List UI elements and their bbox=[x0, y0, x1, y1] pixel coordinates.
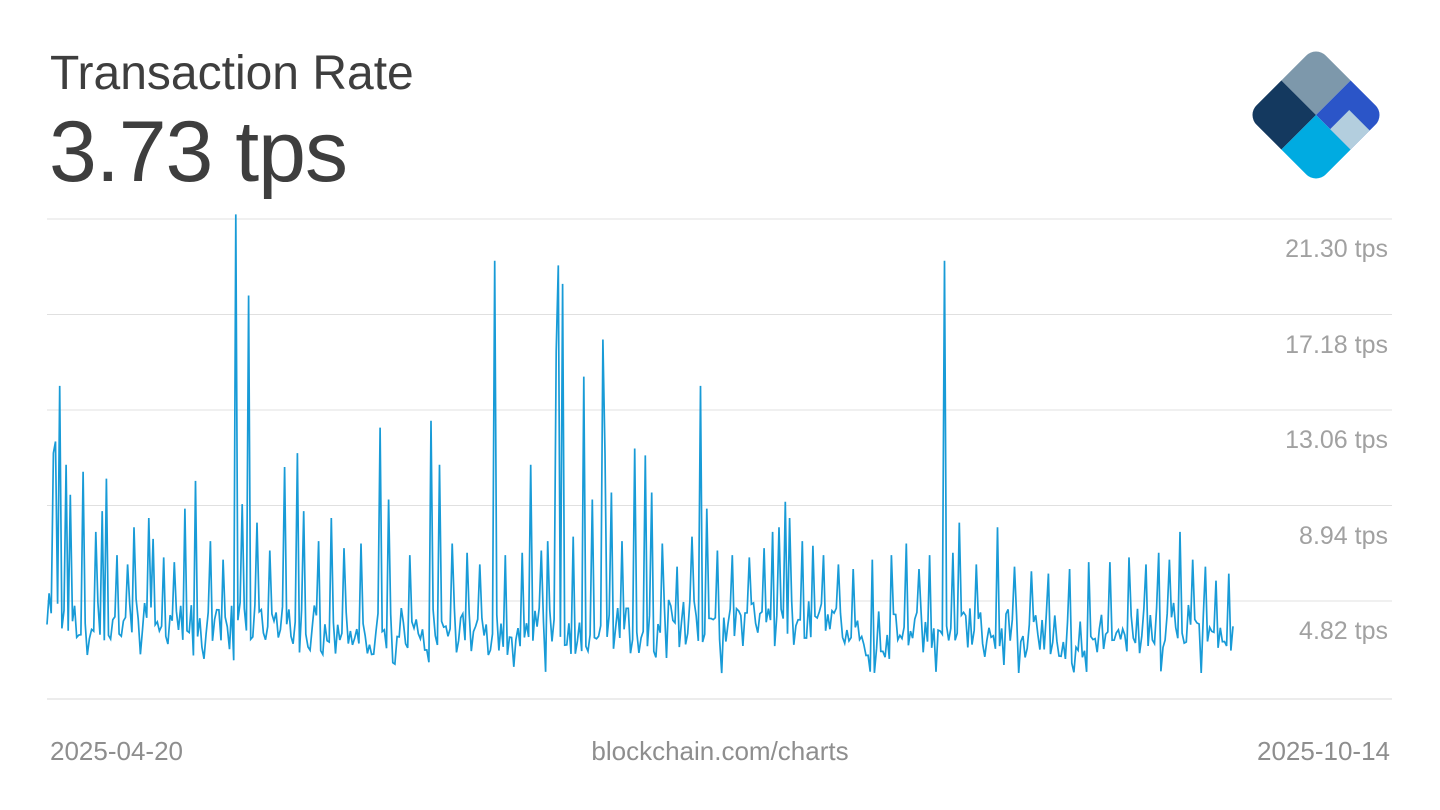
watermark-label: blockchain.com/charts bbox=[591, 736, 849, 766]
current-value: 3.73 tps bbox=[49, 104, 348, 200]
y-axis-tick-label: 21.30 tps bbox=[1285, 235, 1388, 263]
series-line bbox=[46, 214, 1234, 674]
y-axis-tick-label: 8.94 tps bbox=[1299, 521, 1388, 550]
y-axis-tick-label: 17.18 tps bbox=[1285, 330, 1388, 359]
page-title: Transaction Rate bbox=[50, 47, 414, 100]
x-axis-start-label: 2025-04-20 bbox=[50, 736, 183, 766]
y-axis-tick-label: 13.06 tps bbox=[1285, 426, 1388, 454]
y-axis-tick-label: 4.82 tps bbox=[1299, 617, 1388, 645]
x-axis-end-label: 2025-10-14 bbox=[1257, 736, 1390, 766]
